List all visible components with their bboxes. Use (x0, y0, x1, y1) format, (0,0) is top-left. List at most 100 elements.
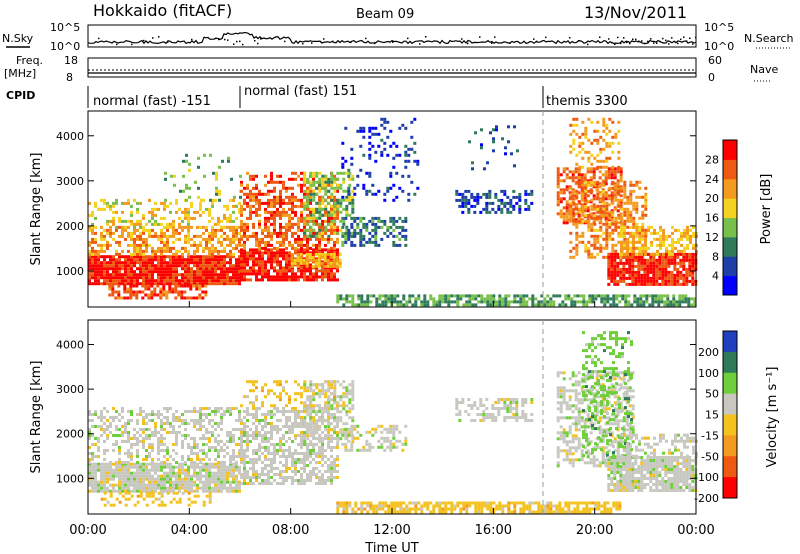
range-cell-10 (365, 240, 369, 244)
range-cell-15 (589, 167, 593, 171)
range-cell-2 (214, 228, 217, 232)
range-cell-17 (646, 267, 650, 271)
range-cell-19 (578, 141, 582, 145)
range-cell-11 (371, 126, 375, 130)
range-cell-0 (226, 480, 229, 484)
range-cell-9 (324, 189, 328, 193)
range-cell-9 (351, 177, 355, 181)
range-cell-0 (115, 483, 118, 487)
range-cell-14 (495, 300, 499, 304)
range-cell-11 (374, 132, 378, 136)
range-cell-8 (314, 261, 318, 265)
range-cell-13 (471, 161, 474, 165)
range-cell-15 (562, 167, 566, 171)
range-cell-1 (190, 410, 193, 413)
range-cell-11 (347, 168, 351, 172)
range-cell-3 (112, 210, 115, 214)
range-cell-6 (273, 222, 276, 226)
range-cell-18 (629, 225, 632, 229)
range-cell-1 (136, 422, 139, 425)
range-cell-1 (160, 443, 163, 446)
range-cell-0 (94, 258, 97, 262)
range-cell-2 (109, 494, 113, 498)
range-cell-0 (97, 267, 100, 271)
range-cell-2 (187, 240, 190, 244)
range-cell-0 (112, 255, 115, 259)
range-cell-0 (226, 489, 229, 493)
range-cell-17 (664, 264, 668, 268)
range-cell-6 (243, 222, 246, 226)
range-cell-0 (214, 462, 217, 466)
range-cell-17 (634, 270, 638, 274)
range-cell-0 (88, 258, 91, 262)
range-cell-12 (518, 204, 522, 208)
range-cell-9 (342, 177, 346, 181)
range-cell-17 (646, 261, 650, 265)
range-cell-2 (181, 252, 184, 256)
range-cell-10 (341, 231, 345, 235)
range-cell-10 (347, 228, 351, 232)
range-cell-0 (199, 261, 202, 265)
range-cell-16 (626, 231, 630, 235)
range-cell-0 (184, 267, 187, 271)
range-cell-0 (157, 474, 160, 478)
range-cell-0 (157, 267, 160, 271)
range-cell-6 (285, 225, 288, 229)
range-cell-9 (318, 222, 322, 226)
range-cell-1 (184, 437, 187, 440)
range-cell-1 (229, 413, 232, 416)
range-cell-16 (590, 243, 594, 247)
range-cell-3 (163, 207, 166, 211)
range-cell-2 (166, 243, 169, 247)
range-cell-12 (524, 201, 528, 205)
range-cell-1 (132, 290, 136, 294)
range-cell-9 (303, 231, 307, 235)
range-cell-16 (611, 186, 615, 190)
nsearch-dot (620, 42, 622, 45)
range-cell-0 (205, 462, 208, 466)
range-cell-0 (88, 483, 91, 487)
range-cell-3 (223, 213, 226, 217)
range-cell-3 (127, 219, 130, 223)
range-cell-17 (610, 273, 614, 277)
range-cell-18 (686, 243, 689, 247)
range-cell-6 (252, 231, 255, 235)
range-cell-17 (637, 261, 641, 265)
range-cell-11 (383, 147, 387, 151)
range-cell-0 (91, 468, 94, 472)
range-cell-1 (142, 437, 145, 440)
range-cell-5 (243, 269, 246, 273)
range-cell-1 (193, 422, 196, 425)
range-cell-4 (227, 159, 230, 163)
cpid-mode-0: normal (fast) -151 (93, 94, 211, 109)
range-cell-3 (208, 210, 211, 214)
range-cell-6 (267, 219, 270, 223)
nsearch-dot (668, 43, 670, 45)
range-cell-0 (238, 264, 241, 268)
range-cell-0 (136, 261, 139, 265)
range-cell-16 (575, 252, 579, 256)
range-cell-1 (235, 407, 238, 410)
range-cell-19 (584, 150, 588, 154)
range-cell-2 (163, 249, 166, 253)
range-cell-17 (607, 255, 611, 259)
range-cell-14 (390, 294, 394, 298)
range-cell-1 (198, 284, 202, 288)
range-cell-1 (151, 458, 154, 461)
range-cell-1 (232, 437, 235, 440)
range-cell-8 (302, 261, 306, 265)
range-cell-11 (368, 129, 372, 133)
range-cell-6 (255, 213, 258, 217)
range-cell-16 (611, 231, 615, 235)
range-cell-16 (614, 228, 618, 232)
range-cell-17 (691, 270, 695, 274)
range-cell-6 (330, 246, 333, 250)
range-cell-3 (187, 222, 190, 226)
range-cell-0 (223, 255, 226, 259)
range-cell-14 (531, 294, 535, 298)
nsearch-dot (659, 40, 661, 43)
range-cell-4 (185, 159, 188, 163)
range-cell-6 (252, 204, 255, 208)
range-cell-6 (330, 228, 333, 232)
range-cell-3 (196, 210, 199, 214)
